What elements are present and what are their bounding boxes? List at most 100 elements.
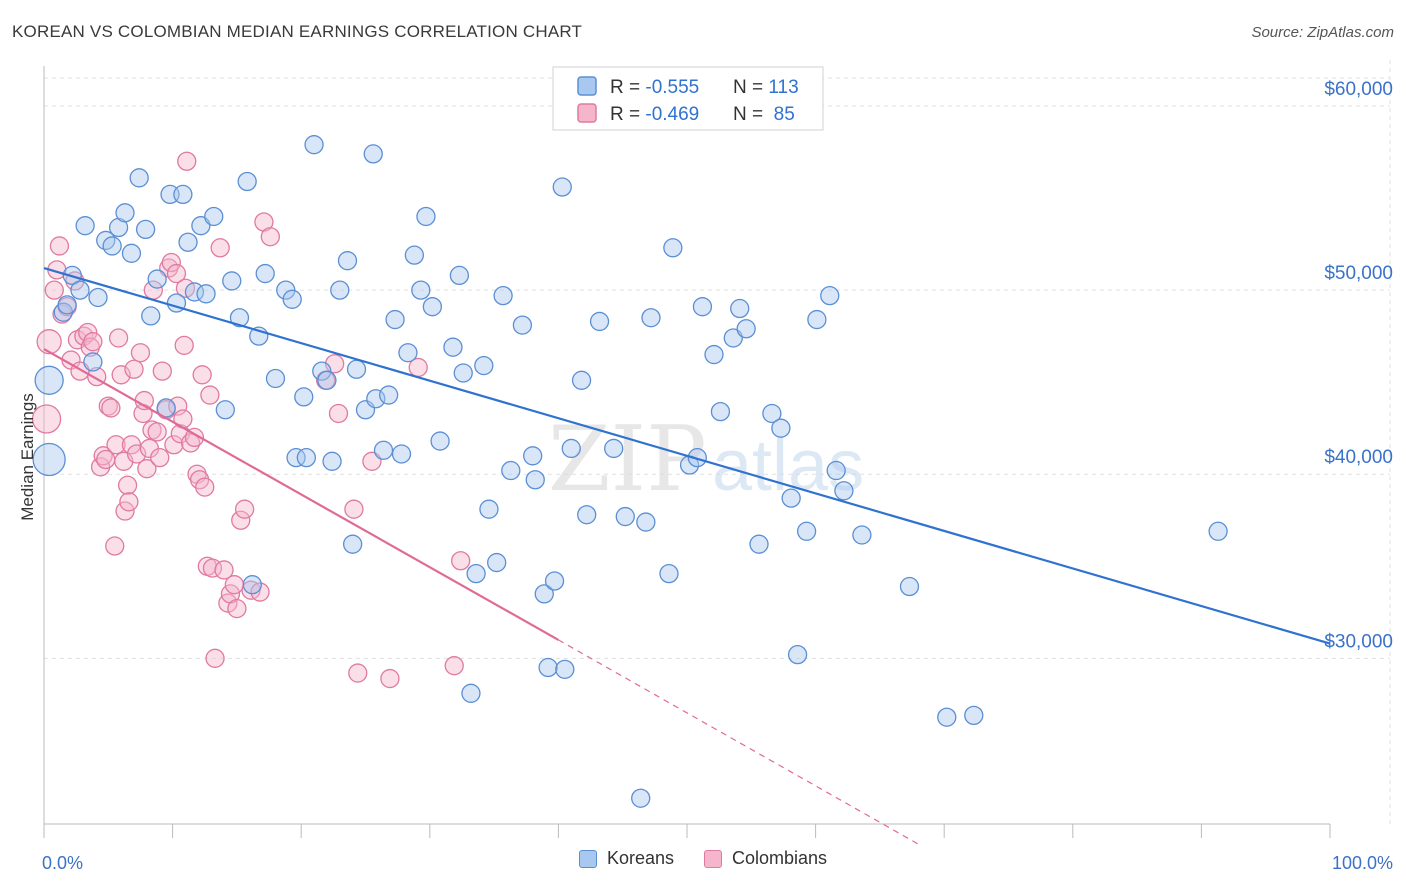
- legend-swatch-korean: [577, 76, 597, 96]
- legend-r-value: -0.555: [645, 77, 699, 98]
- colombian-point: [152, 361, 172, 381]
- korean-point: [346, 359, 367, 379]
- colombian-point: [173, 409, 193, 429]
- legend-n-value: 113: [768, 77, 798, 98]
- colombian-point: [451, 551, 471, 571]
- korean-point: [663, 238, 683, 258]
- korean-point: [449, 265, 470, 286]
- korean-point: [294, 387, 314, 407]
- korean-point: [32, 442, 66, 477]
- korean-point: [749, 534, 769, 554]
- legend-box: R = -0.555 N = 113 R = -0.469 N = 85: [552, 66, 824, 131]
- korean-point: [538, 657, 558, 678]
- korean-point: [242, 575, 262, 595]
- korean-point: [286, 447, 306, 468]
- korean-point: [147, 269, 167, 289]
- colombian-point: [234, 499, 255, 519]
- korean-point: [237, 171, 257, 192]
- korean-trend-line: [43, 266, 1331, 645]
- colombian-point: [210, 238, 230, 258]
- korean-point: [34, 365, 64, 395]
- watermark-atlas: atlas: [712, 426, 864, 506]
- colombian-point: [101, 398, 121, 418]
- colombian-point: [36, 329, 62, 355]
- korean-point: [129, 168, 149, 188]
- korean-point: [534, 584, 554, 604]
- svg-text:N = 113: N = 113: [733, 77, 799, 98]
- legend-swatch-colombian: [577, 103, 597, 123]
- korean-point: [222, 271, 242, 291]
- korean-point: [899, 576, 920, 597]
- korean-point: [555, 659, 575, 680]
- korean-point: [83, 352, 103, 372]
- colombian-point: [348, 663, 368, 683]
- colombian-point: [119, 492, 139, 512]
- tick-labels: $30,000 $40,000 $50,000 $60,000 0.0% 100.0%: [42, 79, 1393, 873]
- y-axis-label: Median Earnings: [18, 393, 37, 521]
- svg-text:R = -0.555: R = -0.555: [610, 77, 699, 98]
- korean-point: [641, 308, 661, 328]
- korean-point: [589, 311, 610, 332]
- korean-point: [807, 309, 827, 330]
- colombian-point: [192, 365, 212, 385]
- axes: [43, 66, 1331, 838]
- legend-n-value: 85: [768, 104, 794, 125]
- korean-point: [430, 431, 450, 451]
- colombian-point: [83, 332, 103, 352]
- colombian-point: [380, 668, 400, 689]
- colombian-point: [78, 322, 98, 343]
- korean-point: [704, 344, 724, 365]
- korean-point: [416, 206, 436, 227]
- colombian-point: [250, 582, 270, 602]
- korean-point: [577, 505, 597, 525]
- korean-point: [615, 506, 635, 527]
- colombian-point: [49, 236, 70, 256]
- colombians-label: Colombians: [732, 848, 828, 868]
- bottom-legend-item-colombians[interactable]: Colombians: [704, 848, 827, 869]
- korean-point: [88, 287, 108, 308]
- korean-point: [404, 245, 425, 265]
- korean-point: [964, 705, 984, 726]
- koreans-label: Koreans: [606, 848, 674, 868]
- korean-point: [337, 251, 358, 271]
- trend-lines: [43, 266, 1331, 845]
- colombian-point: [195, 477, 215, 497]
- colombian-point: [108, 328, 129, 348]
- colombians-swatch: [704, 849, 722, 868]
- colombian-point: [121, 435, 142, 455]
- korean-point: [493, 285, 513, 306]
- korean-point: [487, 552, 507, 573]
- korean-point: [173, 184, 193, 205]
- korean-point: [385, 309, 405, 330]
- korean-point: [398, 343, 418, 363]
- korean-point: [787, 644, 808, 665]
- colombian-point: [344, 499, 364, 519]
- korean-point: [736, 319, 756, 339]
- korean-point: [771, 418, 791, 438]
- bottom-legend-item-koreans[interactable]: Koreans: [578, 848, 674, 869]
- korean-point: [363, 144, 383, 164]
- colombian-point: [174, 335, 194, 355]
- korean-point: [141, 306, 161, 326]
- colombian-point: [124, 359, 144, 379]
- legend-r-label: R =: [610, 104, 645, 125]
- colombian-point: [31, 404, 62, 434]
- korean-point: [826, 460, 846, 481]
- korean-point: [453, 363, 473, 383]
- korean-point: [102, 236, 122, 256]
- korean-point: [322, 451, 342, 471]
- korean-point: [342, 534, 363, 554]
- legend-n-label: N =: [733, 77, 768, 98]
- korean-point: [255, 263, 275, 284]
- colombian-point: [106, 435, 126, 455]
- korean-point: [466, 563, 486, 584]
- korean-point: [512, 315, 533, 335]
- colombian-point: [224, 575, 244, 595]
- svg-text:N = 85: N = 85: [733, 104, 795, 125]
- korean-point: [552, 177, 572, 197]
- colombian-point: [164, 435, 184, 455]
- korean-point: [631, 788, 651, 808]
- colombian-point: [184, 427, 205, 448]
- colombian-point: [161, 252, 181, 273]
- korean-point: [474, 355, 494, 376]
